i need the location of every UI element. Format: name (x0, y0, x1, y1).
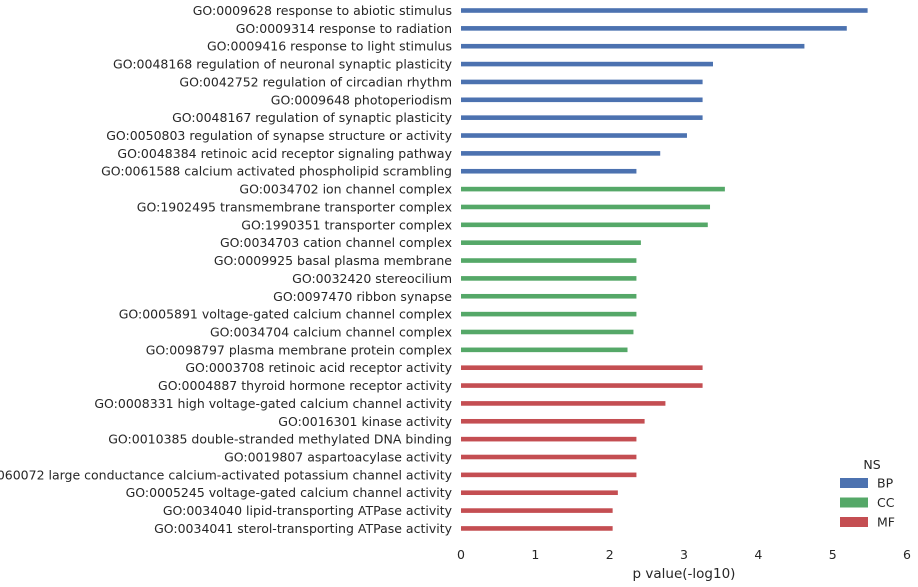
category-label-27: GO:0060072 large conductance calcium-act… (0, 467, 453, 482)
category-label-23: GO:0008331 high voltage-gated calcium ch… (94, 396, 452, 411)
category-label-25: GO:0010385 double-stranded methylated DN… (108, 432, 452, 447)
category-labels-group: GO:0009628 response to abiotic stimulus G… (0, 3, 453, 536)
bar-23 (461, 401, 666, 406)
category-label-3: GO:0009416 response to light stimulus (207, 39, 452, 54)
bar-20 (461, 347, 628, 353)
bar-27 (461, 472, 637, 478)
bar-28 (461, 490, 618, 496)
x-tick-label-3: 3 (680, 547, 688, 562)
category-label-8: GO:0050803 regulation of synapse structu… (106, 128, 452, 143)
bar-26 (461, 454, 637, 460)
bar-5 (461, 79, 703, 85)
category-label-11: GO:0034702 ion channel complex (239, 182, 452, 197)
bar-17 (461, 293, 637, 299)
category-label-24: GO:0016301 kinase activity (278, 414, 452, 429)
category-label-9: GO:0048384 retinoic acid receptor signal… (117, 146, 452, 161)
category-label-22: GO:0004887 thyroid hormone receptor acti… (158, 378, 453, 393)
category-label-18: GO:0005891 voltage-gated calcium channel… (119, 307, 452, 322)
x-tick-label-5: 5 (829, 547, 837, 562)
category-label-12: GO:1902495 transmembrane transporter com… (137, 199, 452, 214)
bar-4 (461, 61, 713, 67)
bar-25 (461, 436, 637, 442)
bar-3 (461, 43, 805, 49)
x-tick-label-0: 0 (457, 547, 465, 562)
bar-11 (461, 186, 725, 192)
category-label-21: GO:0003708 retinoic acid receptor activi… (185, 360, 452, 375)
legend-label-cc: CC (877, 495, 895, 510)
category-label-10: GO:0061588 calcium activated phospholipi… (101, 164, 452, 179)
bar-12 (461, 204, 711, 210)
bar-2 (461, 26, 847, 31)
bar-13 (461, 222, 708, 228)
bar-22 (461, 383, 703, 388)
legend-swatch-cc (840, 497, 868, 508)
x-tick-label-1: 1 (531, 547, 539, 562)
legend-swatch-bp (840, 478, 868, 488)
x-tick-label-2: 2 (606, 547, 614, 562)
legend: NS BP CC MF (840, 457, 895, 530)
bar-1 (461, 8, 868, 13)
legend-swatch-mf (840, 517, 868, 527)
bar-15 (461, 258, 637, 263)
category-label-7: GO:0048167 regulation of synaptic plasti… (172, 110, 452, 125)
category-label-20: GO:0098797 plasma membrane protein compl… (146, 342, 452, 357)
bars-group (461, 8, 868, 531)
bar-19 (461, 329, 634, 335)
category-label-6: GO:0009648 photoperiodism (271, 92, 452, 107)
category-label-28: GO:0005245 voltage-gated calcium channel… (126, 485, 453, 500)
category-label-13: GO:1990351 transporter complex (241, 217, 452, 232)
bar-16 (461, 276, 637, 281)
bar-7 (461, 115, 703, 120)
category-label-5: GO:0042752 regulation of circadian rhyth… (179, 74, 452, 89)
category-label-14: GO:0034703 cation channel complex (220, 235, 452, 250)
category-label-2: GO:0009314 response to radiation (236, 21, 452, 36)
category-label-29: GO:0034040 lipid-transporting ATPase act… (163, 503, 453, 518)
legend-label-mf: MF (877, 515, 895, 530)
x-axis-title: p value(-log10) (633, 566, 736, 582)
category-label-30: GO:0034041 sterol-transporting ATPase ac… (154, 521, 453, 536)
category-label-1: GO:0009628 response to abiotic stimulus (193, 3, 452, 18)
bar-14 (461, 240, 641, 245)
bar-29 (461, 508, 613, 513)
bar-24 (461, 418, 645, 424)
category-label-15: GO:0009925 basal plasma membrane (214, 253, 452, 268)
category-label-26: GO:0019807 aspartoacylase activity (224, 450, 453, 465)
legend-label-bp: BP (877, 476, 894, 491)
bar-30 (461, 526, 613, 531)
bar-18 (461, 311, 637, 317)
x-tick-labels-group: 0 1 2 3 4 5 6 (457, 547, 911, 562)
x-tick-label-6: 6 (903, 547, 911, 562)
category-label-19: GO:0034704 calcium channel complex (210, 324, 452, 339)
category-label-4: GO:0048168 regulation of neuronal synapt… (113, 57, 453, 72)
legend-title: NS (863, 457, 880, 472)
bar-21 (461, 365, 703, 370)
category-label-17: GO:0097470 ribbon synapse (273, 289, 452, 304)
bar-9 (461, 151, 661, 156)
bar-8 (461, 133, 687, 138)
category-label-16: GO:0032420 stereocilium (292, 271, 452, 286)
x-tick-label-4: 4 (754, 547, 762, 562)
bar-6 (461, 97, 703, 103)
bar-10 (461, 168, 637, 174)
